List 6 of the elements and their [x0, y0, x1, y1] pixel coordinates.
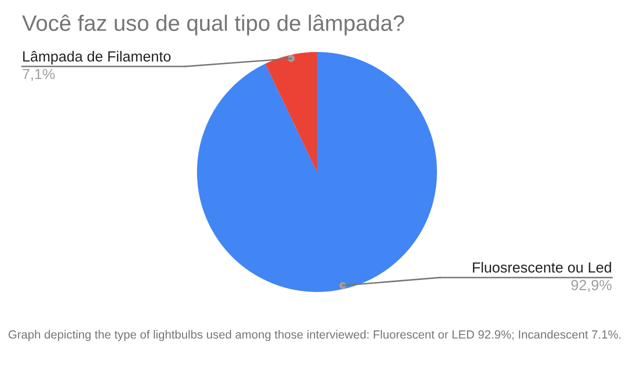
text: Graph depicting the type of lightbulbs used among those interviewed: Fluorescent or LED 92.9%; Incandescent 7.1%. [8, 330, 621, 342]
slice-label: Fluosrescente ou Led [472, 262, 612, 273]
slice-label: Lâmpada de Filamento [23, 50, 171, 64]
data-label: 92,9% [571, 280, 612, 292]
data-label: 7,1% [22, 68, 55, 81]
chart-title: Você faz uso de qual tipo de lâmpada? [22, 14, 404, 36]
